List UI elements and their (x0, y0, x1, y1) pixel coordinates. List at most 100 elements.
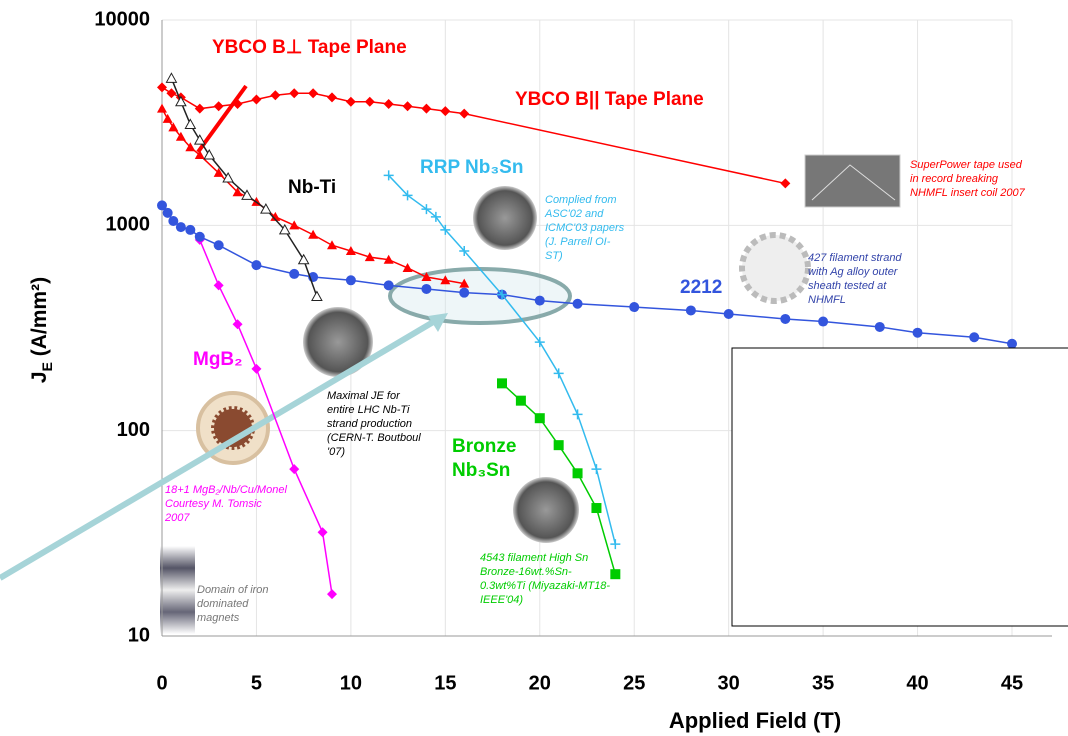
x-tick-label: 30 (718, 672, 740, 694)
x-tick-label: 5 (251, 672, 262, 694)
marker (166, 88, 177, 99)
annotations: YBCO B⊥ Tape Plane YBCO B|| Tape Plane Nb-… (164, 37, 1026, 624)
marker (168, 122, 179, 132)
marker (289, 268, 300, 279)
y-label-sub: E (39, 362, 55, 371)
y-tick-label: 100 (117, 419, 150, 441)
grid: 0 5 10 15 20 25 30 35 40 45 10 100 1000 10000 (94, 8, 1052, 694)
marker (213, 240, 224, 251)
pointer-arrow (0, 315, 442, 581)
marker (534, 413, 545, 424)
marker (572, 468, 583, 479)
marker (213, 101, 224, 112)
marker (162, 207, 173, 218)
bscco-strand (739, 232, 811, 304)
marker (251, 260, 262, 271)
marker (591, 503, 602, 514)
marker (421, 283, 432, 294)
y-axis-label: JE (A/mm²) (28, 277, 55, 383)
marker (213, 167, 224, 177)
marker (874, 321, 885, 332)
marker (459, 108, 470, 119)
marker (345, 275, 356, 286)
marker (327, 589, 337, 600)
marker (515, 395, 526, 406)
bronze-strand (513, 477, 579, 543)
marker (912, 327, 923, 338)
marker (553, 368, 564, 379)
annotation-note: SuperPower tape used (910, 159, 1023, 171)
x-tick-label: 25 (623, 672, 645, 694)
marker (289, 220, 300, 230)
marker (185, 142, 196, 152)
annotation-note: Complied from (545, 194, 617, 206)
marker (383, 98, 394, 109)
annotation-note: NHMFL (808, 294, 846, 306)
marker (1007, 338, 1017, 349)
x-tick-label: 20 (529, 672, 551, 694)
marker (421, 272, 432, 282)
x-tick-label: 35 (812, 672, 834, 694)
marker (534, 337, 545, 348)
marker (241, 189, 253, 200)
marker (175, 131, 186, 141)
annotation-note: dominated (197, 598, 249, 610)
y-label-rest: (A/mm²) (28, 277, 51, 362)
annotation-note: 0.3wt%Ti (Miyazaki-MT18- (480, 580, 610, 592)
marker (610, 569, 621, 580)
annotation-note: 4543 filament High Sn (480, 552, 588, 564)
marker (317, 527, 328, 538)
nbti-strand (303, 307, 373, 377)
marker (421, 103, 432, 114)
tape-photo (804, 154, 901, 208)
marker (168, 215, 179, 226)
marker (185, 224, 196, 235)
annotation-note: 427 filament strand (808, 252, 902, 264)
marker (175, 222, 186, 233)
annotation-note: (CERN-T. Boutboul (327, 432, 421, 444)
marker (194, 103, 205, 114)
y-tick-label: 10 (128, 624, 150, 646)
series-line (388, 174, 617, 545)
rrp-strand (473, 186, 537, 250)
marker (278, 223, 291, 235)
annotation-note: NHMFL insert coil 2007 (910, 187, 1026, 199)
marker (194, 150, 205, 160)
marker (364, 96, 375, 107)
marker (308, 229, 319, 239)
legend (731, 347, 1068, 627)
x-tick-label: 15 (434, 672, 456, 694)
series-callout: Nb₃Sn (452, 460, 510, 481)
marker (157, 82, 167, 93)
y-label-main: J (28, 371, 51, 383)
marker (327, 240, 337, 250)
marker (194, 231, 205, 242)
annotation-note: Bronze-16wt.%Sn- (480, 566, 572, 578)
y-tick-label: 10000 (94, 8, 150, 30)
marker (497, 378, 507, 389)
marker (364, 252, 375, 262)
marker (251, 363, 262, 374)
marker (232, 98, 243, 109)
x-tick-label: 10 (340, 672, 362, 694)
annotation-note: 18+1 MgB₂/Nb/Cu/Monel (165, 484, 287, 496)
iron-domain (160, 546, 195, 634)
marker (685, 305, 696, 316)
marker (345, 96, 356, 107)
marker (162, 113, 173, 123)
marker (383, 280, 394, 291)
marker (553, 440, 564, 451)
marker (497, 289, 507, 300)
marker (289, 88, 300, 99)
marker (383, 170, 394, 181)
marker (222, 171, 234, 183)
series-callout: RRP Nb₃Sn (420, 157, 523, 178)
annotation-note: Maximal JE for (327, 390, 401, 402)
marker (459, 278, 470, 288)
annotation-note: sheath tested at (808, 280, 887, 292)
marker (430, 211, 441, 222)
annotation-note: strand production (327, 418, 412, 430)
series-callout: YBCO B|| Tape Plane (515, 89, 704, 110)
marker (459, 245, 470, 256)
